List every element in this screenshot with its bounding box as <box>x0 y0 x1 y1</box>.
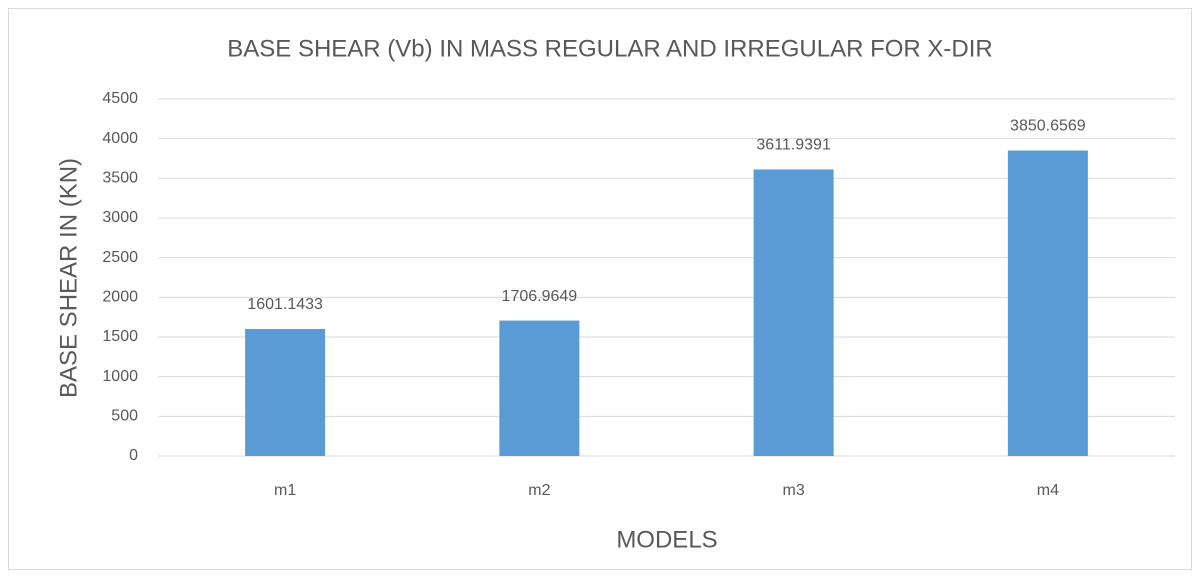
y-tick-label: 2000 <box>102 289 138 306</box>
bar <box>753 169 834 457</box>
y-tick-label: 1000 <box>102 368 138 385</box>
chart-title: BASE SHEAR (Vb) IN MASS REGULAR AND IRRE… <box>227 35 992 62</box>
y-tick-label: 2500 <box>102 249 138 266</box>
y-tick-label: 500 <box>111 408 138 425</box>
y-tick-label: 3500 <box>102 170 138 187</box>
data-label: 1601.1433 <box>247 296 323 313</box>
x-tick-label: m1 <box>274 482 296 499</box>
x-tick-label: m3 <box>783 482 805 499</box>
chart-border <box>8 8 1192 570</box>
y-tick-label: 4500 <box>102 90 138 107</box>
y-tick-label: 0 <box>129 447 138 464</box>
x-tick-label: m2 <box>528 482 550 499</box>
x-tick-label: m4 <box>1037 482 1059 499</box>
data-label: 1706.9649 <box>502 288 578 305</box>
data-label: 3850.6569 <box>1010 118 1086 135</box>
y-tick-label: 3000 <box>102 209 138 226</box>
data-label: 3611.9391 <box>756 137 831 154</box>
y-tick-label: 1500 <box>102 328 138 345</box>
bar <box>499 320 580 456</box>
y-tick-label: 4000 <box>102 130 138 147</box>
y-axis-title: BASE SHEAR IN (KN) <box>55 158 82 398</box>
x-axis-title: MODELS <box>616 526 717 553</box>
bar <box>245 328 326 456</box>
bar <box>1007 150 1088 456</box>
